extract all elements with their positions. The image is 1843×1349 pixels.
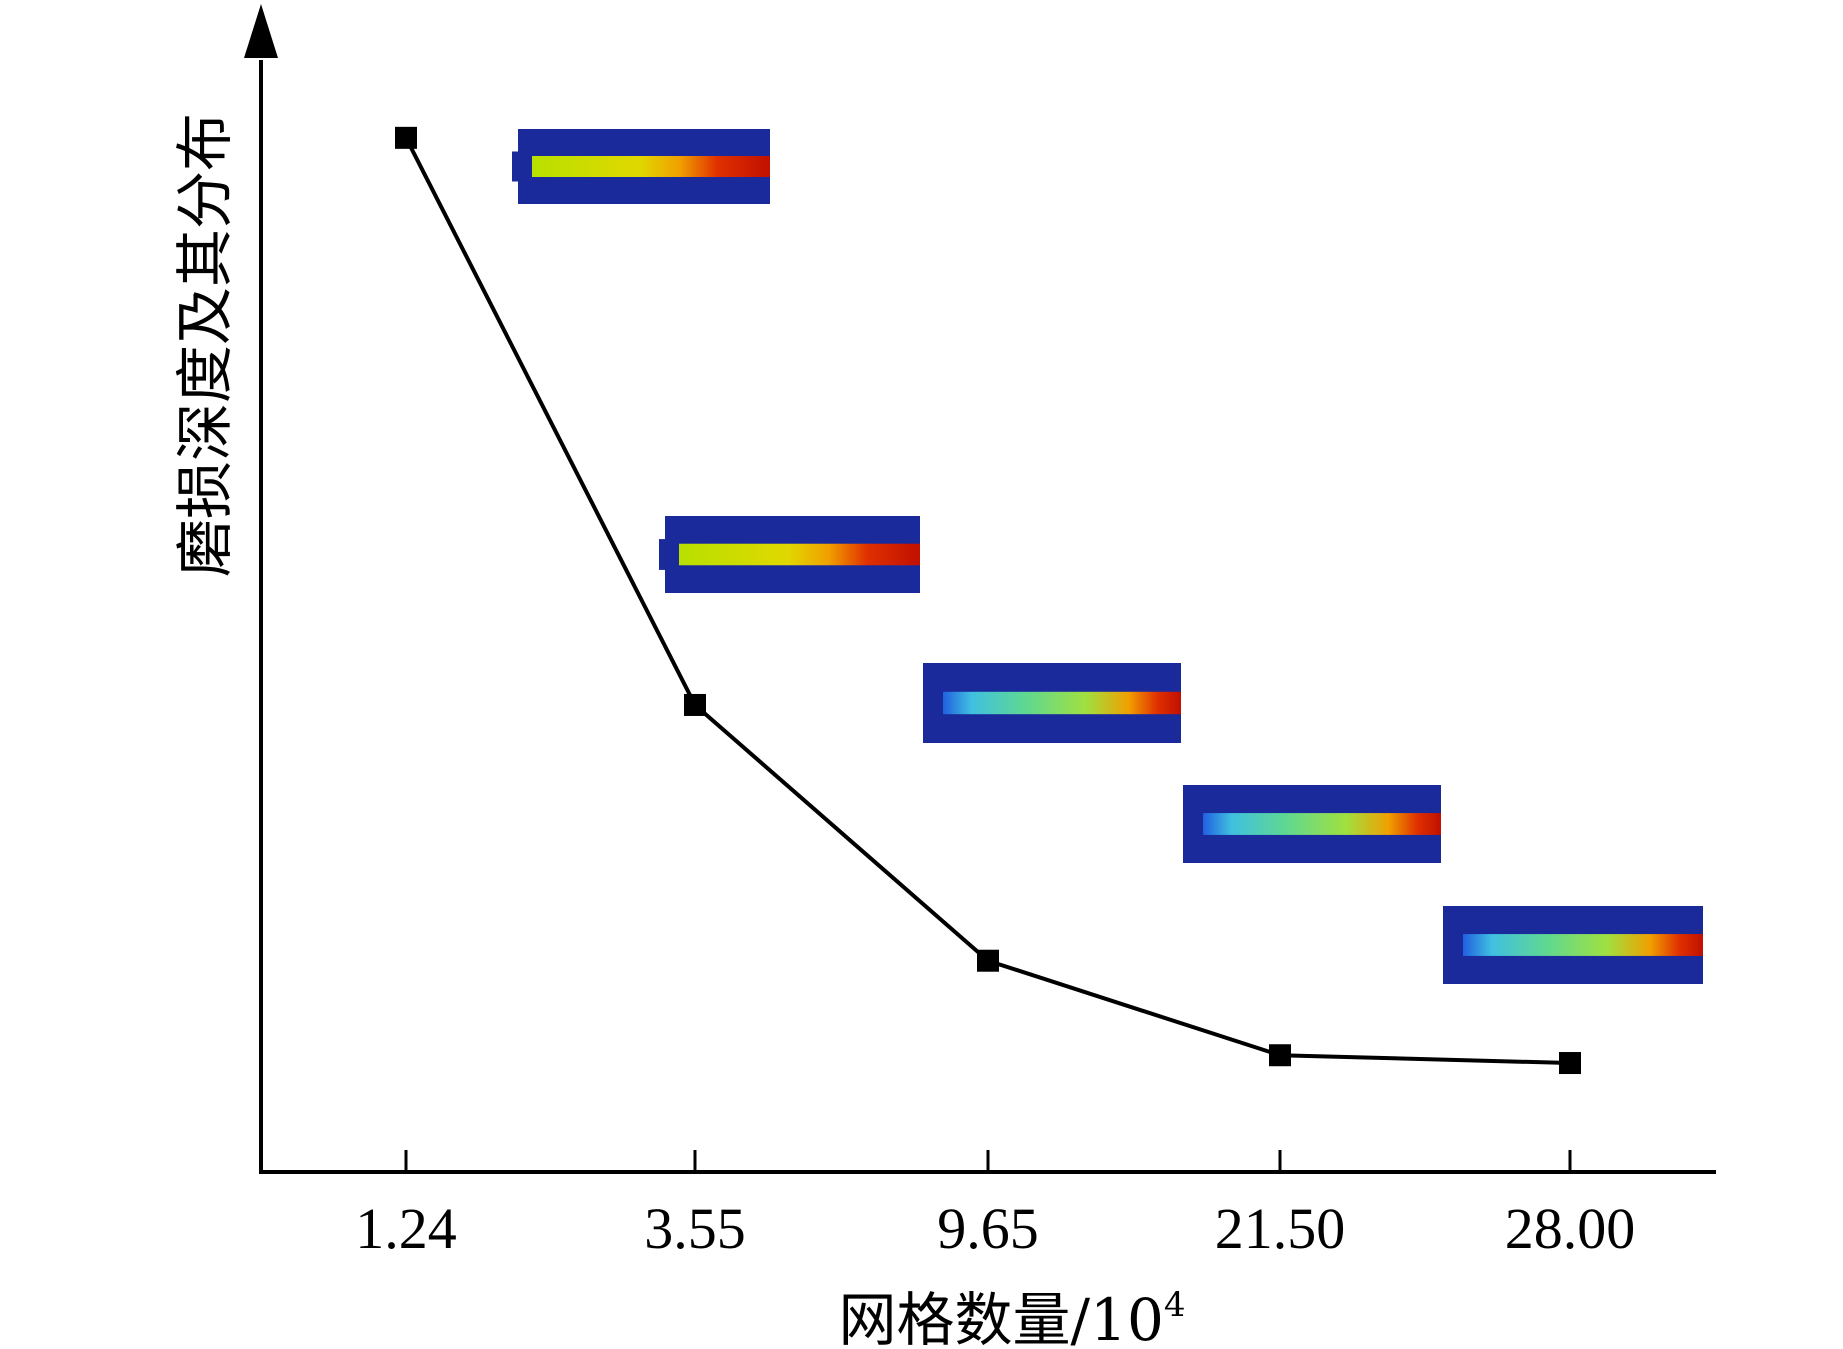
x-tick-label: 28.00 [1505,1196,1636,1261]
inset-contour-image [923,663,1181,743]
x-tick-label: 1.24 [355,1196,457,1261]
y-axis-title: 磨损深度及其分布 [171,113,239,577]
data-point-marker [684,693,706,716]
inset-wear-strip [532,156,770,177]
x-tick-label: 21.50 [1215,1196,1346,1261]
y-axis-arrow [244,4,278,58]
x-tick-label: 3.55 [644,1196,746,1261]
data-point-marker [395,126,417,149]
inset-contour-image [512,129,770,204]
data-point-marker [1559,1052,1581,1075]
x-ticks: 1.24 3.55 9.65 21.50 28.00 [355,1150,1635,1261]
data-point-marker [977,949,999,972]
inset-wear-strip [943,691,1181,715]
series-line [404,136,1571,1066]
inset-wear-strip [1463,934,1703,956]
data-point-marker [1269,1044,1291,1067]
inset-notch [512,151,520,182]
x-axis-title: 网格数量/104 [839,1285,1186,1349]
inset-wear-strip [679,543,920,566]
series-layer [395,126,1581,1075]
x-axis-title-main: 网格数量/10 [839,1286,1164,1349]
x-axis-title-superscript: 4 [1164,1285,1186,1325]
inset-notch [659,539,667,570]
inset-contour-image [1183,785,1441,863]
inset-wear-strip [1203,813,1441,835]
inset-images [512,129,1703,984]
x-tick-label: 9.65 [937,1196,1039,1261]
inset-contour-image [659,516,920,593]
inset-contour-image [1443,906,1703,984]
